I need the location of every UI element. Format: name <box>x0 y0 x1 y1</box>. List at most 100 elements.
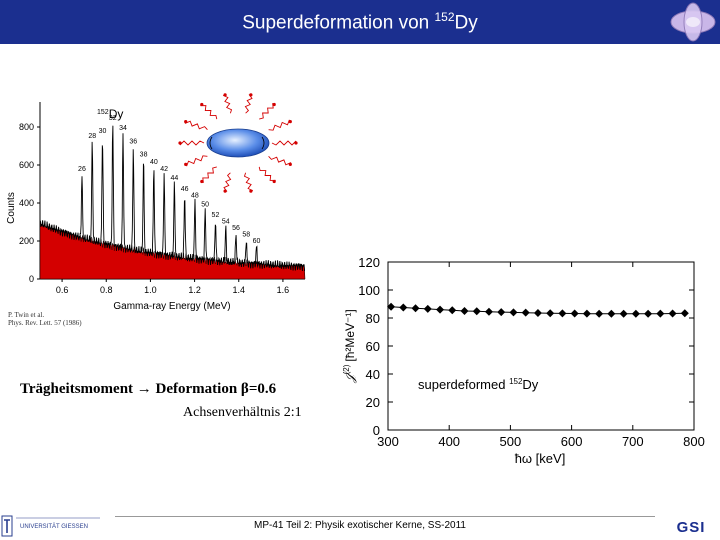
emission-arrows <box>178 93 298 193</box>
chart-data-point <box>460 307 469 315</box>
spectrum-reference: P. Twin et al. Phys. Rev. Lett. 57 (1986… <box>8 311 82 327</box>
chart-y-tick-label: 40 <box>366 367 380 382</box>
chart-y-tick-label: 120 <box>358 255 380 270</box>
chart-series-points <box>387 302 689 318</box>
spectrum-x-tick-label: 0.6 <box>56 285 69 295</box>
spectrum-peak-label: 26 <box>78 166 86 173</box>
chart-y-tick-label: 80 <box>366 311 380 326</box>
spectrum-peak-label: 28 <box>88 133 96 140</box>
spectrum-peak-label: 48 <box>191 193 199 200</box>
spectrum-x-tick-label: 0.8 <box>100 285 113 295</box>
spectrum-peak-label: 34 <box>119 125 127 132</box>
chart-y-tick-label: 20 <box>366 395 380 410</box>
emission-arrow-head <box>178 141 182 145</box>
spectrum-x-tick-label: 1.6 <box>277 285 290 295</box>
chart-x-tick-label: 300 <box>377 434 399 449</box>
emission-arrow-head <box>223 93 227 97</box>
moment-of-inertia-chart: 0 20 40 60 80 100 120 300 400 500 600 700 800 super… <box>342 255 705 466</box>
caption-moment-of-inertia: Trägheitsmoment → Deformation β=0.6 <box>20 381 277 397</box>
emission-arrow <box>244 94 253 114</box>
chart-x-tick-label: 800 <box>683 434 705 449</box>
spectrum-x-ticks: 0.6 0.8 1.0 1.2 1.4 1.6 <box>56 279 289 295</box>
emission-arrow <box>179 140 205 146</box>
chart-data-point <box>558 309 567 318</box>
spectrum-peak-label: 38 <box>140 151 148 158</box>
spectrum-peak-label: 40 <box>150 159 158 166</box>
spectrum-y-ticks: 0 200 400 600 800 <box>19 122 40 284</box>
spectrum-y-tick-label: 0 <box>29 274 34 284</box>
emission-arrow <box>222 94 233 114</box>
spectrum-y-tick-label: 400 <box>19 198 34 208</box>
university-logo-text: UNIVERSITÄT GIESSEN <box>20 523 88 530</box>
chart-data-point <box>656 309 665 318</box>
chart-x-label: ħω [keV] <box>515 451 566 466</box>
spectrum-y-tick-label: 800 <box>19 122 34 132</box>
emission-arrow-head <box>200 102 204 107</box>
chart-data-point <box>680 309 689 318</box>
emission-arrow <box>271 140 297 146</box>
emission-arrow-head <box>249 189 253 193</box>
spectrum-x-tick-label: 1.4 <box>232 285 245 295</box>
chart-x-ticks: 300 400 500 600 700 800 <box>377 262 705 449</box>
chart-x-tick-label: 600 <box>561 434 583 449</box>
spectrum-peak-label: 56 <box>232 225 240 232</box>
spectrum-peak-label: 46 <box>181 186 189 193</box>
spectrum-x-label: Gamma-ray Energy (MeV) <box>113 301 230 312</box>
emission-arrow <box>186 155 208 167</box>
emission-arrow <box>243 172 254 192</box>
spectrum-peak-label: 58 <box>242 231 250 238</box>
emission-arrow <box>268 155 292 166</box>
spectrum-peak-label: 30 <box>99 128 107 135</box>
spectrum-peak-label: 54 <box>222 218 230 225</box>
spectrum-peak-label: 60 <box>253 238 261 245</box>
spectrum-nucleus-label: 152Dy <box>97 107 123 121</box>
emission-arrow-head <box>294 141 298 145</box>
gsi-logo: GSI <box>677 519 705 536</box>
emission-arrow <box>223 172 232 192</box>
spectrum-y-label: Counts <box>6 192 17 224</box>
chart-x-tick-label: 400 <box>438 434 460 449</box>
chart-data-point <box>607 309 616 318</box>
superdeformed-nucleus-illustration <box>178 93 298 193</box>
footer-divider <box>115 516 655 517</box>
svg-text:𝒥(2)[ħ²MeV⁻¹]: 𝒥(2)[ħ²MeV⁻¹] <box>342 309 357 383</box>
chart-data-point <box>436 305 445 314</box>
chart-data-point <box>619 309 628 318</box>
emission-arrow-head <box>184 120 188 124</box>
chart-x-tick-label: 500 <box>500 434 522 449</box>
chart-data-point <box>509 308 518 317</box>
spectrum-y-tick-label: 200 <box>19 236 34 246</box>
chart-data-point <box>399 303 408 312</box>
chart-data-point <box>631 309 640 318</box>
chart-data-point <box>546 309 555 318</box>
spectrum-peak-label: 36 <box>129 138 137 145</box>
chart-data-point <box>582 309 591 318</box>
university-logo: UNIVERSITÄT GIESSEN <box>1 515 100 537</box>
header-bar: Superdeformation von 152Dy <box>0 0 720 44</box>
spectrum-y-tick-label: 600 <box>19 160 34 170</box>
emission-arrow-head <box>288 162 292 166</box>
chart-data-point <box>533 308 542 317</box>
chart-data-point <box>644 309 653 318</box>
spectrum-peak-label: 32 <box>109 115 117 122</box>
chart-data-point <box>521 308 530 317</box>
chart-y-label: 𝒥(2)[ħ²MeV⁻¹] <box>342 309 357 383</box>
chart-x-tick-label: 700 <box>622 434 644 449</box>
spectrum-peaks <box>39 125 306 272</box>
chart-y-tick-label: 60 <box>366 339 380 354</box>
chart-y-tick-label: 100 <box>358 283 380 298</box>
nucleus-logo-icon <box>670 2 716 42</box>
chart-data-point <box>484 307 493 316</box>
emission-arrow-head <box>223 189 227 193</box>
emission-arrow <box>258 166 276 181</box>
spectrum-x-tick-label: 1.2 <box>188 285 201 295</box>
spectrum-peak-label: 44 <box>170 175 178 182</box>
chart-data-point <box>423 304 432 313</box>
chart-data-point <box>595 309 604 318</box>
emission-arrow-head <box>249 93 253 97</box>
chart-annotation: superdeformed 152Dy <box>418 377 539 392</box>
emission-arrow-head <box>288 120 292 124</box>
footer-text: MP-41 Teil 2: Physik exotischer Kerne, S… <box>254 520 466 531</box>
